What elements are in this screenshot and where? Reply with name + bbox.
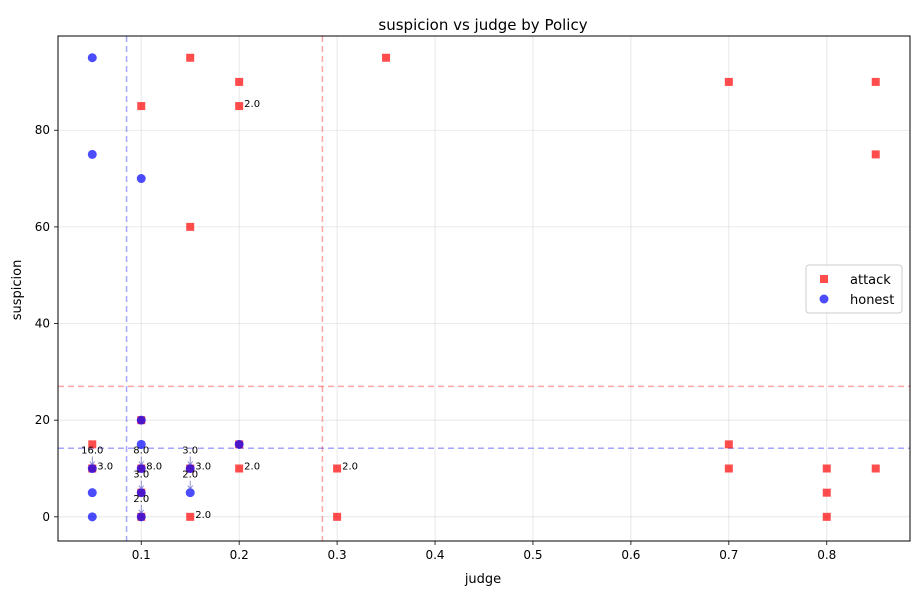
x-tick-label: 0.1: [132, 548, 151, 562]
honest-point: [136, 464, 146, 474]
x-tick-label: 0.6: [621, 548, 640, 562]
y-axis-label: suspicion: [10, 260, 25, 321]
attack-point: [186, 222, 195, 231]
honest-point: [87, 488, 97, 498]
attack-point: [137, 102, 146, 111]
point-count-label: 8.0: [133, 446, 149, 457]
point-count-label: 16.0: [81, 446, 103, 457]
x-tick-label: 0.7: [719, 548, 738, 562]
legend-box: [805, 264, 903, 314]
honest-point: [87, 53, 97, 63]
honest-point: [185, 464, 195, 474]
attack-point: [235, 102, 244, 111]
attack-point: [822, 488, 831, 497]
attack-point: [871, 77, 880, 86]
x-tick-label: 0.8: [817, 548, 836, 562]
attack-point: [724, 440, 733, 449]
legend-marker-honest: [819, 294, 829, 304]
attack-point: [822, 464, 831, 473]
x-tick-label: 0.4: [425, 548, 444, 562]
x-tick-label: 0.2: [230, 548, 249, 562]
point-count-label: 3.0: [195, 462, 211, 473]
annotation-arrowhead: [138, 509, 145, 514]
honest-point: [87, 149, 97, 159]
honest-point: [136, 439, 146, 449]
point-count-label: 2.0: [133, 494, 149, 505]
legend-marker-attack: [820, 275, 828, 283]
attack-point: [724, 77, 733, 86]
honest-point: [87, 464, 97, 474]
legend-label-honest: honest: [850, 293, 894, 308]
point-count-label: 2.0: [195, 510, 211, 521]
grid: [58, 36, 910, 541]
y-tick-label: 40: [35, 317, 50, 331]
point-count-label: 8.0: [146, 462, 162, 473]
attack-point: [822, 512, 831, 521]
honest-point: [136, 174, 146, 184]
legend-label-attack: attack: [850, 273, 891, 288]
x-tick-label: 0.3: [328, 548, 347, 562]
annotation-arrowhead: [187, 485, 194, 490]
honest-point: [136, 415, 146, 425]
attack-point: [871, 464, 880, 473]
honest-point: [136, 512, 146, 522]
plot-frame: [57, 35, 911, 542]
attack-point: [186, 512, 195, 521]
honest-point: [136, 488, 146, 498]
attack-point: [235, 77, 244, 86]
attack-point: [333, 464, 342, 473]
point-count-label: 2.0: [244, 462, 260, 473]
point-count-label: 3.0: [133, 470, 149, 481]
x-axis-label: judge: [464, 572, 501, 587]
honest-point: [185, 488, 195, 498]
point-count-label: 3.0: [97, 462, 113, 473]
y-tick-label: 60: [35, 220, 50, 234]
annotation-arrowhead: [138, 461, 145, 466]
attack-point: [88, 440, 97, 449]
annotation-arrowhead: [187, 461, 194, 466]
attack-point: [333, 512, 342, 521]
reference-lines: [58, 36, 910, 541]
honest-point: [87, 512, 97, 522]
y-tick-label: 80: [35, 123, 50, 137]
annotations: 2.016.03.08.08.03.03.0 2.0 2.03.0 2.02.02.0: [81, 99, 358, 521]
attack-point: [235, 464, 244, 473]
y-tick-label: 0: [42, 510, 50, 524]
attack-point: [186, 53, 195, 62]
annotation-arrowhead: [89, 461, 96, 466]
chart-title: suspicion vs judge by Policy: [378, 16, 587, 34]
y-axis-ticks: 0 20 40 60 80: [35, 123, 58, 524]
attack-point: [724, 464, 733, 473]
x-tick-label: 0.5: [523, 548, 542, 562]
point-count-label: 2.0: [182, 470, 198, 481]
x-axis-ticks: 0.1 0.2 0.3 0.4 0.5 0.6 0.7 0.8: [132, 541, 836, 562]
attack-point: [871, 150, 880, 159]
legend: attack honest: [805, 264, 903, 314]
honest-point: [234, 439, 244, 449]
data-points: [87, 53, 880, 522]
attack-point: [382, 53, 391, 62]
y-tick-label: 20: [35, 413, 50, 427]
point-count-label: 3.0: [182, 446, 198, 457]
point-count-label: 2.0: [244, 99, 260, 110]
point-count-label: 2.0: [342, 462, 358, 473]
annotation-arrowhead: [138, 485, 145, 490]
